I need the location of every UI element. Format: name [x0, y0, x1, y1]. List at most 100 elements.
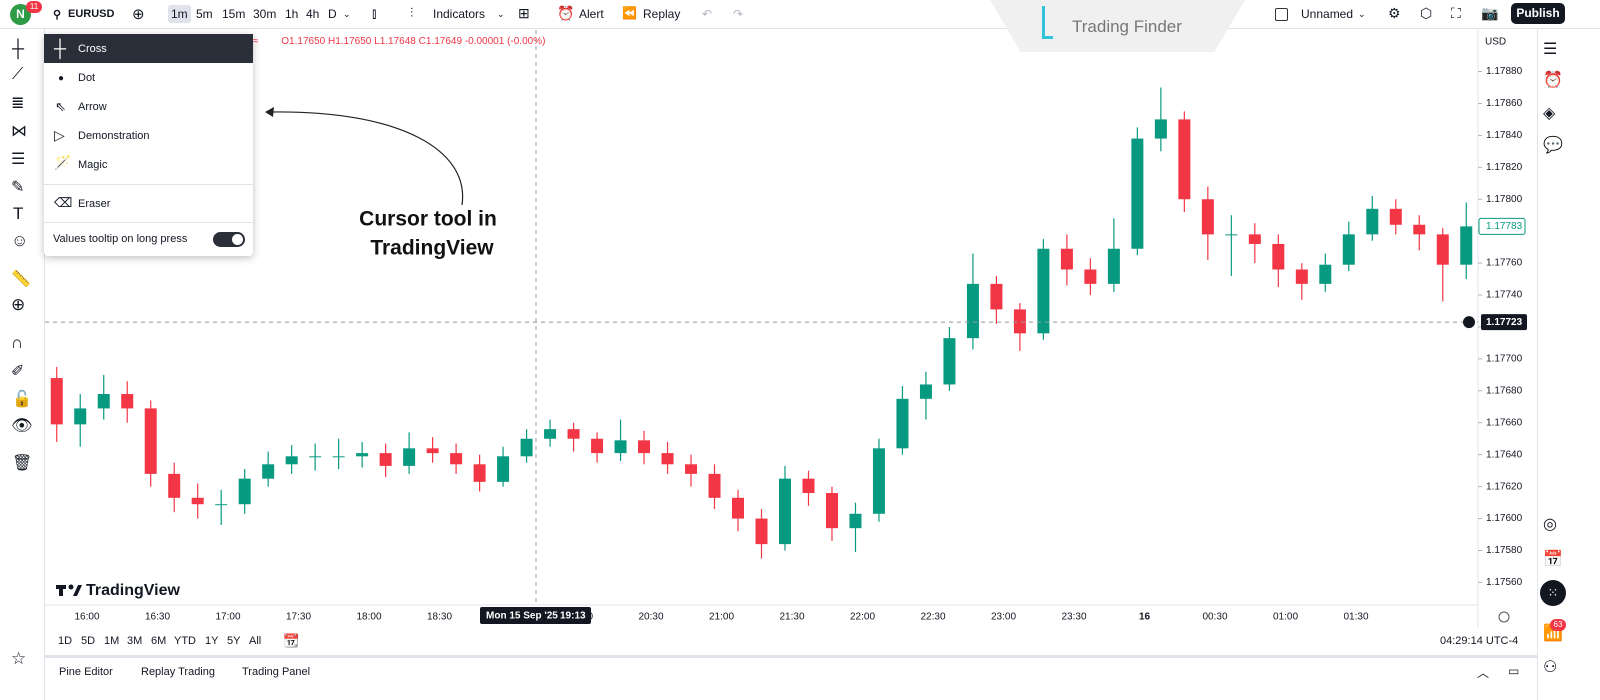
date-range-icon[interactable]: 📆 — [283, 633, 300, 648]
candle-body — [966, 283, 979, 339]
arrow-icon: ⇖ — [55, 99, 66, 114]
tab[interactable]: Trading Panel — [242, 666, 311, 678]
x-tick-label: 16:30 — [145, 612, 170, 623]
icon-tool[interactable]: ☺ — [11, 231, 29, 250]
indicators-icon: ⫶ — [410, 5, 414, 20]
candle-body — [896, 398, 909, 449]
eraser-icon: ⌫ — [54, 195, 73, 210]
candle-body — [215, 504, 228, 506]
candle-body — [144, 408, 157, 474]
settings[interactable]: ⬡ — [1420, 5, 1433, 21]
cross-tool[interactable]: ┼ — [12, 39, 25, 58]
y-tick-label: 1.17700 — [1486, 354, 1523, 365]
range-button[interactable]: 1Y — [205, 635, 219, 647]
menu-item[interactable]: Cross — [78, 43, 107, 55]
menu-item[interactable]: Magic — [78, 159, 108, 171]
crosshair-time-box — [480, 607, 591, 624]
hide-tool[interactable]: 👁 — [11, 416, 33, 435]
range-button[interactable]: 1D — [58, 635, 73, 647]
zoom-tool[interactable]: ⊕ — [11, 295, 26, 314]
symbol[interactable]: EURUSD — [68, 8, 115, 20]
maximize[interactable]: ▭ — [1508, 664, 1520, 678]
x-tick-label: 16:00 — [74, 612, 99, 623]
collapse[interactable]: ︿ — [1477, 666, 1490, 680]
range-button[interactable]: All — [249, 635, 262, 647]
remove-tool[interactable]: 🗑 — [12, 455, 33, 472]
chats[interactable]: 💬 — [1543, 137, 1563, 154]
publish[interactable]: Publish — [1511, 3, 1565, 24]
legend-low: L1.17648 — [374, 36, 416, 47]
watchlist[interactable]: ☰ — [1543, 41, 1558, 58]
candle-body — [1013, 309, 1026, 334]
text-tool[interactable]: T — [13, 204, 24, 223]
signals[interactable]: ◎ — [1543, 516, 1557, 533]
interval[interactable]: 5m — [196, 7, 213, 21]
candle-body — [1460, 226, 1473, 265]
range-button[interactable]: YTD — [174, 635, 196, 647]
interval[interactable]: 30m — [253, 7, 277, 21]
ruler-tool[interactable]: 📏 — [11, 271, 31, 288]
range-button[interactable]: 5Y — [227, 635, 241, 647]
fib-tool[interactable]: ≣ — [11, 95, 25, 112]
avatar[interactable]: N — [10, 4, 31, 25]
add-symbol[interactable]: ⊕ — [132, 6, 145, 23]
indicators[interactable]: Indicators — [433, 7, 486, 21]
interval[interactable]: 1h — [285, 7, 299, 21]
chart-type[interactable]: ⫾ — [372, 5, 377, 21]
range-button[interactable]: 1M — [104, 635, 120, 647]
candle-body — [74, 408, 87, 425]
top-toolbar: N 11 ⚲ EURUSD ⊕ ⌄ ⫾ ⫶ Indicators ⌄ ⊞ ⏰ A… — [0, 0, 1600, 52]
drawing-mode[interactable]: ✐ — [11, 363, 25, 380]
interval[interactable]: 1m — [168, 5, 191, 23]
replay[interactable]: Replay — [643, 7, 681, 21]
candle-body — [1154, 119, 1167, 139]
interval[interactable]: 4h — [306, 7, 320, 21]
apps[interactable]: ⁙ — [1540, 580, 1566, 606]
help[interactable]: ⚇ — [1543, 659, 1558, 676]
range-button[interactable]: 5D — [81, 635, 96, 647]
trend-line-tool[interactable]: ⟋ — [12, 66, 24, 83]
calendar[interactable]: 📅 — [1543, 551, 1563, 568]
toggle[interactable] — [213, 232, 245, 247]
clock: 04:29:14 UTC-4 — [1440, 635, 1519, 647]
prediction-tool[interactable]: ☰ — [11, 151, 26, 168]
tab[interactable]: Pine Editor — [59, 666, 113, 678]
dropdown[interactable]: ⌄ — [497, 9, 505, 19]
candle-body — [1037, 248, 1050, 334]
legend-change: -0.00001 (-0.00%) — [464, 36, 546, 47]
range-button[interactable]: 6M — [151, 635, 167, 647]
menu-item[interactable]: Demonstration — [78, 130, 150, 142]
layout-name[interactable]: Unnamed — [1301, 7, 1354, 21]
layouts-icon[interactable]: ⊞ — [518, 5, 530, 21]
layers[interactable]: ◈ — [1543, 105, 1556, 122]
candle-body — [849, 513, 862, 529]
redo[interactable]: ↷ — [733, 7, 744, 21]
pattern-tool[interactable]: ⋈ — [11, 123, 27, 140]
magnet-tool[interactable]: ∩ — [11, 333, 24, 352]
interval[interactable]: D — [328, 7, 337, 21]
lock-tool[interactable]: 🔓 — [12, 391, 32, 408]
candle-body — [1413, 224, 1426, 235]
dropdown[interactable]: ⌄ — [1358, 9, 1366, 19]
dropdown[interactable]: ⌄ — [343, 9, 351, 19]
alerts[interactable]: ⏰ — [1543, 72, 1563, 89]
menu-item[interactable]: Dot — [78, 72, 96, 84]
brush-tool[interactable]: ✎ — [11, 179, 25, 196]
quick-search[interactable]: ⚙ — [1388, 5, 1401, 21]
snapshot[interactable]: 📷 — [1481, 5, 1499, 21]
settings-icon[interactable] — [1498, 611, 1510, 623]
alert[interactable]: Alert — [579, 7, 604, 21]
y-tick-label: 1.17860 — [1486, 98, 1523, 109]
y-tick-label: 1.17580 — [1486, 545, 1523, 556]
range-button[interactable]: 3M — [127, 635, 143, 647]
tab[interactable]: Replay Trading — [141, 666, 215, 678]
cursor-menu: ┼ ● ⇖ ▷ 🪄 ⌫ Eraser Values tooltip on lon… — [44, 34, 253, 256]
menu-item[interactable]: Arrow — [78, 101, 107, 113]
fullscreen[interactable]: ⛶ — [1451, 5, 1461, 21]
undo[interactable]: ↶ — [702, 7, 713, 21]
favorites[interactable]: ☆ — [11, 649, 27, 668]
badge: 11 — [26, 1, 42, 13]
menu-item[interactable]: Eraser — [78, 198, 111, 210]
interval[interactable]: 15m — [222, 7, 246, 21]
